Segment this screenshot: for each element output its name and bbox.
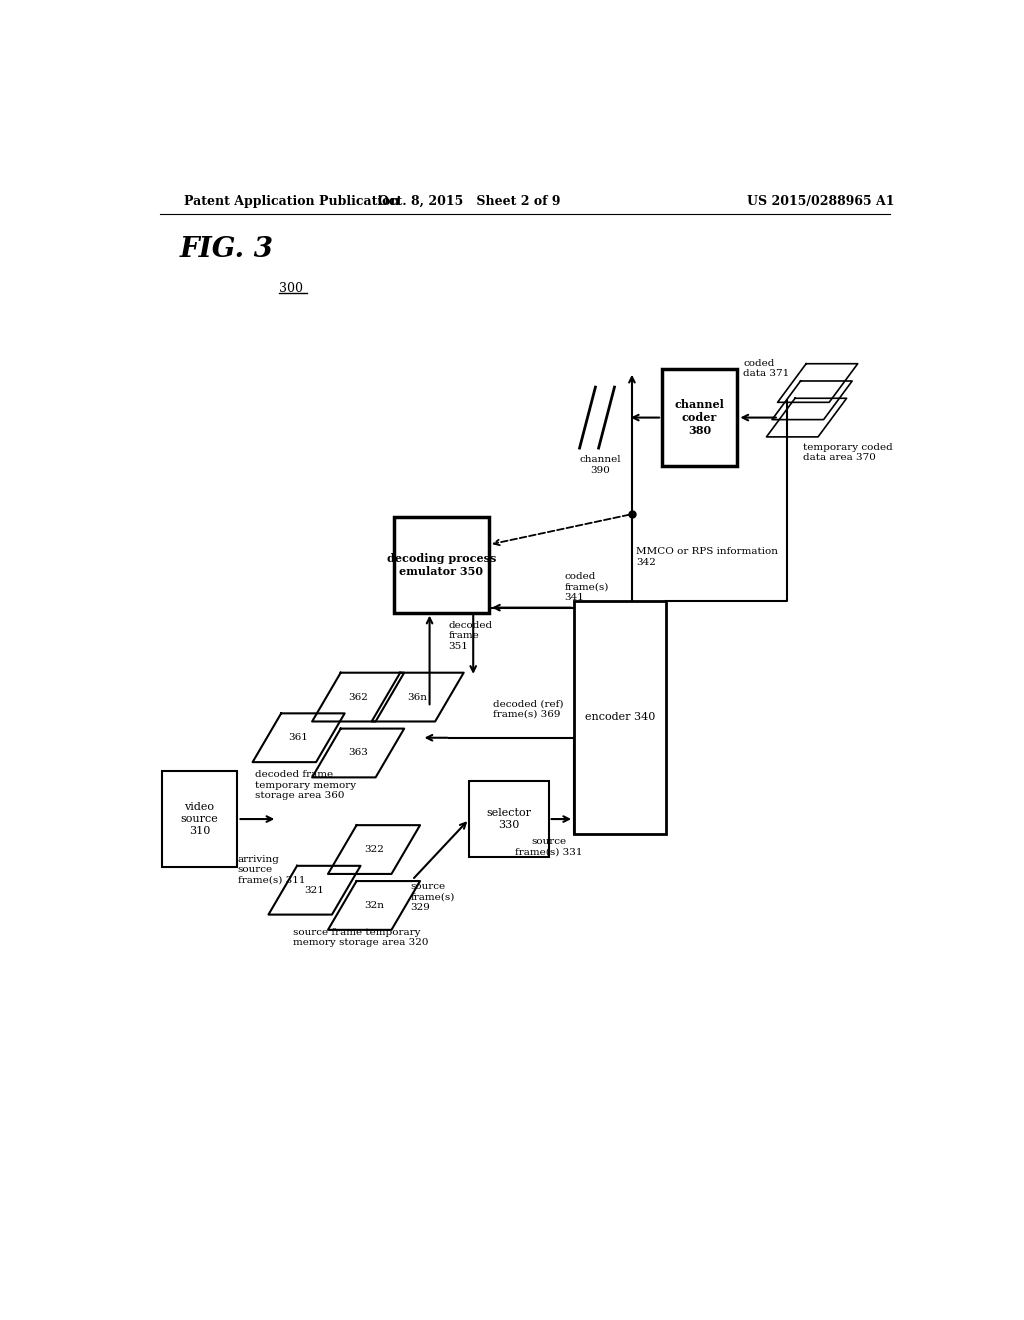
Text: 36n: 36n bbox=[408, 693, 428, 702]
Text: Patent Application Publication: Patent Application Publication bbox=[183, 194, 399, 207]
Text: FIG. 3: FIG. 3 bbox=[179, 236, 273, 264]
Bar bbox=[662, 370, 737, 466]
Text: US 2015/0288965 A1: US 2015/0288965 A1 bbox=[748, 194, 895, 207]
Bar bbox=[574, 601, 666, 834]
Text: 361: 361 bbox=[289, 733, 308, 742]
Text: 32n: 32n bbox=[364, 902, 384, 909]
Text: decoded (ref)
frame(s) 369: decoded (ref) frame(s) 369 bbox=[494, 700, 563, 718]
Text: decoding process
emulator 350: decoding process emulator 350 bbox=[387, 553, 497, 577]
Bar bbox=[394, 516, 489, 614]
Text: Oct. 8, 2015   Sheet 2 of 9: Oct. 8, 2015 Sheet 2 of 9 bbox=[378, 194, 560, 207]
Text: arriving
source
frame(s) 311: arriving source frame(s) 311 bbox=[238, 854, 305, 884]
Text: decoded
frame
351: decoded frame 351 bbox=[449, 620, 493, 651]
Text: encoder 340: encoder 340 bbox=[585, 713, 655, 722]
Text: 362: 362 bbox=[348, 693, 368, 702]
Text: video
source
310: video source 310 bbox=[180, 803, 218, 836]
Text: decoded frame
temporary memory
storage area 360: decoded frame temporary memory storage a… bbox=[255, 771, 356, 800]
Text: temporary coded
data area 370: temporary coded data area 370 bbox=[803, 444, 892, 462]
Text: channel
390: channel 390 bbox=[580, 455, 621, 475]
Text: coded
data 371: coded data 371 bbox=[743, 359, 790, 378]
Text: source
frame(s)
329: source frame(s) 329 bbox=[411, 882, 455, 912]
Text: MMCO or RPS information
342: MMCO or RPS information 342 bbox=[636, 546, 778, 566]
Bar bbox=[469, 781, 549, 857]
Text: 322: 322 bbox=[365, 845, 384, 854]
Text: source frame temporary
memory storage area 320: source frame temporary memory storage ar… bbox=[293, 928, 429, 948]
Text: 300: 300 bbox=[279, 282, 303, 294]
Text: coded
frame(s)
341: coded frame(s) 341 bbox=[564, 573, 609, 602]
Text: source
frame(s) 331: source frame(s) 331 bbox=[515, 837, 583, 857]
Text: channel
coder
380: channel coder 380 bbox=[675, 399, 724, 436]
Bar bbox=[162, 771, 238, 867]
Text: 321: 321 bbox=[304, 886, 325, 895]
Text: selector
330: selector 330 bbox=[486, 808, 531, 830]
Text: 363: 363 bbox=[348, 748, 368, 758]
